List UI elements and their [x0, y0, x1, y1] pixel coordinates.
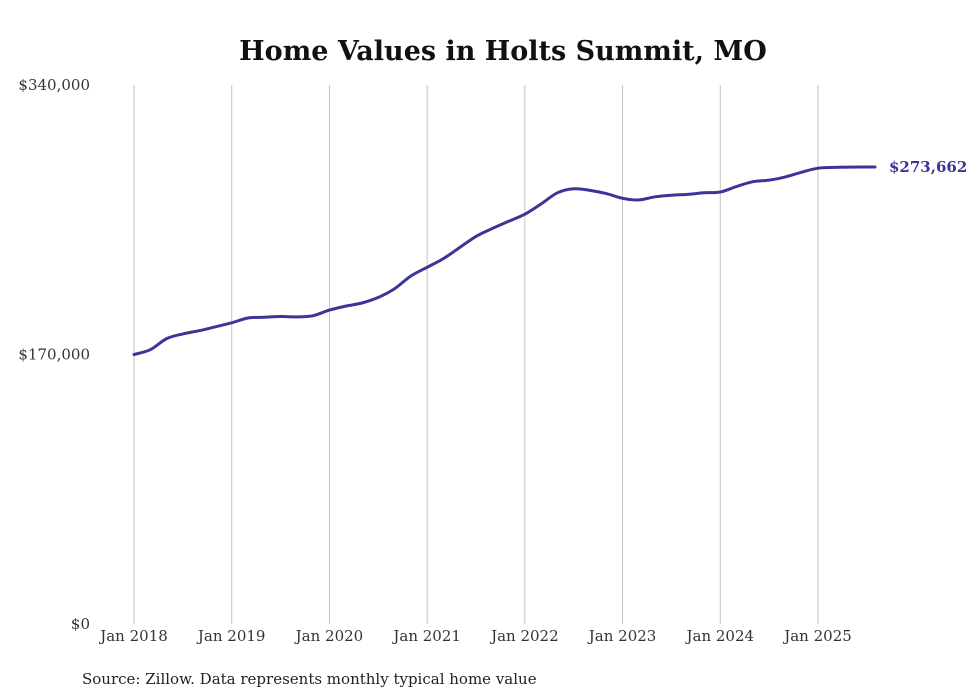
x-tick-label: Jan 2018: [98, 627, 168, 645]
x-tick-label: Jan 2020: [294, 627, 364, 645]
y-tick-label: $340,000: [18, 76, 90, 94]
x-tick-label: Jan 2021: [391, 627, 461, 645]
y-tick-label: $0: [71, 615, 90, 633]
y-axis-ticks: $0 $170,000 $340,000: [18, 76, 90, 633]
end-value-label: $273,662: [889, 158, 967, 176]
chart-title: Home Values in Holts Summit, MO: [239, 36, 767, 67]
gridlines: [133, 85, 819, 624]
source-note: Source: Zillow. Data represents monthly …: [82, 670, 537, 688]
x-tick-label: Jan 2023: [587, 627, 657, 645]
home-value-line: [132, 165, 877, 356]
x-tick-label: Jan 2024: [685, 627, 755, 645]
x-tick-label: Jan 2025: [782, 627, 852, 645]
x-tick-label: Jan 2019: [196, 627, 266, 645]
x-tick-label: Jan 2022: [489, 627, 559, 645]
x-axis-ticks: Jan 2018 Jan 2019 Jan 2020 Jan 2021 Jan 2022…: [98, 627, 852, 645]
y-tick-label: $170,000: [18, 346, 90, 364]
